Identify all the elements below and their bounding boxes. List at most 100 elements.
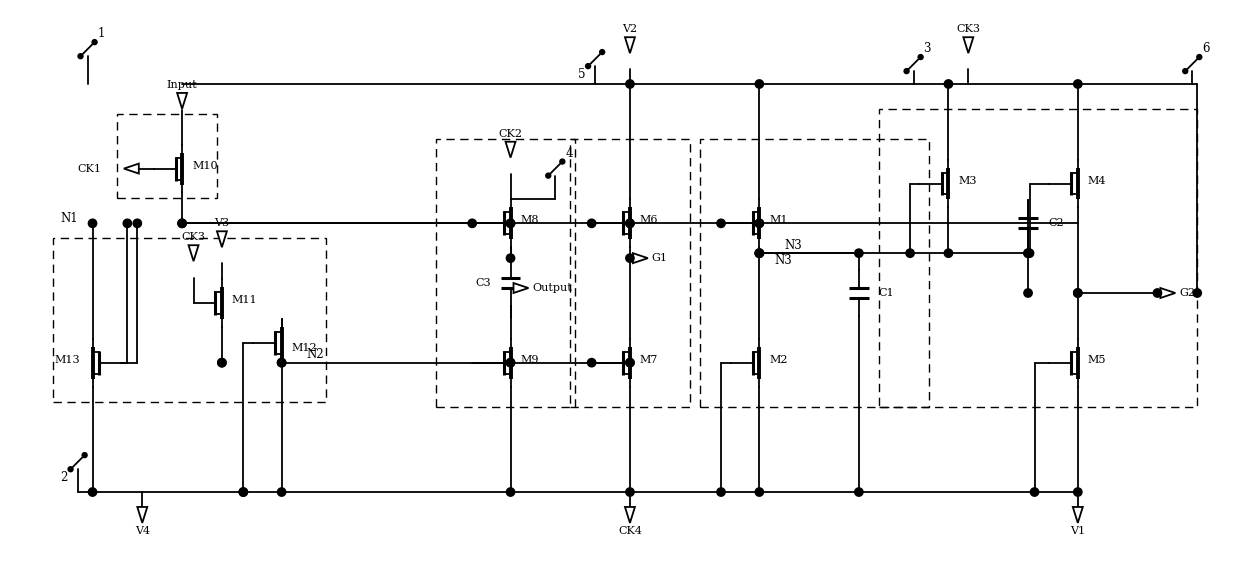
- Circle shape: [755, 249, 764, 257]
- Circle shape: [626, 219, 634, 227]
- Text: CK3: CK3: [181, 232, 206, 242]
- Circle shape: [626, 359, 634, 367]
- Circle shape: [755, 249, 764, 257]
- Circle shape: [906, 249, 914, 257]
- Circle shape: [854, 488, 863, 496]
- Text: Input: Input: [167, 80, 197, 90]
- Text: V3: V3: [215, 218, 229, 229]
- Text: M6: M6: [640, 215, 658, 226]
- Text: G1: G1: [652, 253, 668, 263]
- Circle shape: [1024, 249, 1032, 257]
- Circle shape: [600, 50, 605, 55]
- Polygon shape: [138, 507, 148, 523]
- Text: C2: C2: [1048, 218, 1064, 229]
- Polygon shape: [177, 93, 187, 109]
- Circle shape: [626, 254, 634, 262]
- Circle shape: [506, 359, 515, 367]
- Text: 3: 3: [924, 42, 931, 55]
- Text: M2: M2: [769, 354, 787, 365]
- Text: CK4: CK4: [618, 526, 642, 536]
- Text: N3: N3: [774, 254, 792, 266]
- Circle shape: [278, 359, 285, 367]
- Circle shape: [755, 249, 764, 257]
- Circle shape: [506, 219, 515, 227]
- Text: M12: M12: [291, 343, 317, 353]
- Circle shape: [1074, 80, 1083, 88]
- Circle shape: [755, 488, 764, 496]
- Circle shape: [1193, 289, 1202, 297]
- Circle shape: [239, 488, 248, 496]
- Circle shape: [755, 219, 764, 227]
- Circle shape: [78, 54, 83, 59]
- Circle shape: [92, 40, 97, 45]
- Circle shape: [588, 219, 595, 227]
- Circle shape: [1024, 249, 1032, 257]
- Text: G2: G2: [1179, 288, 1195, 298]
- Circle shape: [626, 488, 634, 496]
- Polygon shape: [188, 245, 198, 261]
- Circle shape: [506, 359, 515, 367]
- Text: 1: 1: [98, 27, 105, 40]
- Circle shape: [717, 219, 725, 227]
- Circle shape: [239, 488, 248, 496]
- Text: C1: C1: [879, 288, 894, 298]
- Text: 6: 6: [1203, 42, 1210, 55]
- Circle shape: [904, 69, 909, 73]
- Circle shape: [755, 80, 764, 88]
- Circle shape: [123, 219, 131, 227]
- Text: M7: M7: [640, 354, 658, 365]
- Circle shape: [546, 173, 551, 178]
- Circle shape: [506, 488, 515, 496]
- Circle shape: [1024, 289, 1032, 297]
- Text: N3: N3: [784, 238, 802, 252]
- Circle shape: [588, 359, 595, 367]
- Circle shape: [1025, 249, 1034, 257]
- Text: CK3: CK3: [956, 24, 981, 34]
- Circle shape: [133, 219, 141, 227]
- Polygon shape: [625, 507, 635, 523]
- Circle shape: [88, 219, 97, 227]
- Circle shape: [88, 488, 97, 496]
- Text: M5: M5: [1087, 354, 1106, 365]
- Circle shape: [1197, 55, 1202, 59]
- Circle shape: [278, 488, 285, 496]
- Circle shape: [585, 64, 590, 69]
- Polygon shape: [124, 164, 139, 174]
- Circle shape: [559, 159, 565, 164]
- Circle shape: [944, 249, 952, 257]
- Text: 5: 5: [578, 68, 585, 81]
- Text: M4: M4: [1087, 175, 1106, 185]
- Circle shape: [177, 219, 186, 227]
- Circle shape: [68, 467, 73, 472]
- Text: M9: M9: [521, 354, 539, 365]
- Polygon shape: [963, 37, 973, 53]
- Text: CK2: CK2: [498, 129, 522, 139]
- Circle shape: [1074, 289, 1083, 297]
- Circle shape: [506, 254, 515, 262]
- Polygon shape: [506, 142, 516, 157]
- Polygon shape: [513, 283, 528, 293]
- Circle shape: [717, 488, 725, 496]
- Circle shape: [1153, 289, 1162, 297]
- Text: N1: N1: [60, 212, 78, 225]
- Circle shape: [854, 249, 863, 257]
- Circle shape: [506, 219, 515, 227]
- Polygon shape: [1073, 507, 1083, 523]
- Circle shape: [626, 80, 634, 88]
- Text: C3: C3: [475, 278, 491, 288]
- Text: V2: V2: [622, 24, 637, 34]
- Circle shape: [82, 452, 87, 458]
- Circle shape: [626, 219, 634, 227]
- Text: 2: 2: [61, 471, 67, 484]
- Circle shape: [1074, 488, 1083, 496]
- Text: Output: Output: [532, 283, 572, 293]
- Circle shape: [467, 219, 476, 227]
- Text: M8: M8: [521, 215, 539, 226]
- Circle shape: [755, 219, 764, 227]
- Polygon shape: [625, 37, 635, 53]
- Circle shape: [218, 359, 226, 367]
- Text: M13: M13: [55, 354, 81, 365]
- Polygon shape: [632, 253, 647, 263]
- Circle shape: [918, 55, 923, 59]
- Text: V1: V1: [1070, 526, 1085, 536]
